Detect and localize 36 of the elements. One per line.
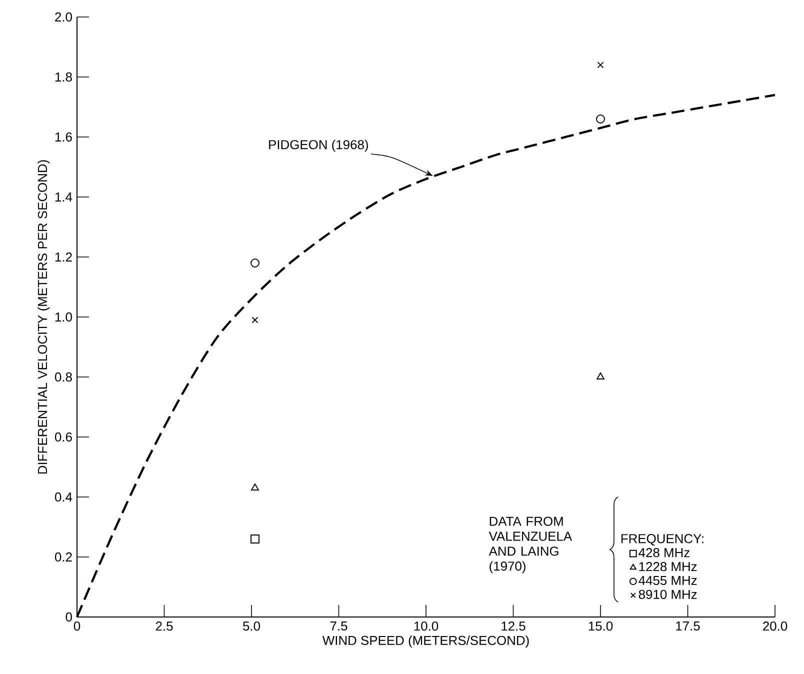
x-tick-label: 0: [74, 622, 80, 631]
y-tick-label: 1.6: [55, 132, 72, 142]
x-tick-label: 20.0: [763, 622, 788, 631]
x-tick-label: 5.0: [243, 622, 260, 631]
y-tick-label: 1.0: [55, 312, 72, 322]
y-tick-label: 0.8: [54, 372, 72, 382]
x-axis-title: WIND SPEED (METERS/SECOND): [322, 636, 529, 648]
point: [596, 114, 605, 124]
y-tick-label: 1.4: [55, 192, 72, 202]
point: [252, 316, 258, 324]
annotation: PIDGEON (1968): [269, 140, 368, 152]
y-tick-label: 1.8: [55, 72, 72, 82]
y-tick-label: 0.6: [54, 432, 72, 442]
legend-label: 1228 MHz: [639, 562, 697, 572]
x-tick-label: 7.5: [330, 622, 348, 631]
y-tick-label: 0.4: [54, 492, 72, 502]
point: [597, 62, 604, 68]
point: [596, 372, 604, 380]
x-tick-label: 2.5: [156, 622, 173, 631]
x-tick-label: 17.5: [676, 622, 700, 631]
y-axis-title: DIFFERENTIAL VELOCITY (METERS PER SECOND): [38, 160, 50, 474]
x-tick-label: 10.0: [414, 622, 438, 631]
annotation: DATA FROM VALENZUELA AND LAING (1970): [488, 516, 572, 574]
x-tick-label: 12.5: [502, 622, 526, 631]
legend-label: 8910 MHz: [638, 590, 697, 599]
legend-title: FREQUENCY:: [621, 534, 704, 546]
x-tick-label: 15.0: [588, 622, 613, 631]
y-tick-label: 2.0: [55, 12, 72, 22]
y-tick-label: 0.2: [54, 552, 72, 562]
y-tick-label: 1.2: [55, 252, 72, 262]
point: [251, 484, 259, 490]
point: [250, 534, 260, 544]
y-tick-label: 0: [66, 612, 72, 622]
point: [250, 258, 260, 268]
legend-label: 4455 MHz: [638, 576, 697, 586]
legend-label: 428 MHz: [638, 548, 690, 558]
